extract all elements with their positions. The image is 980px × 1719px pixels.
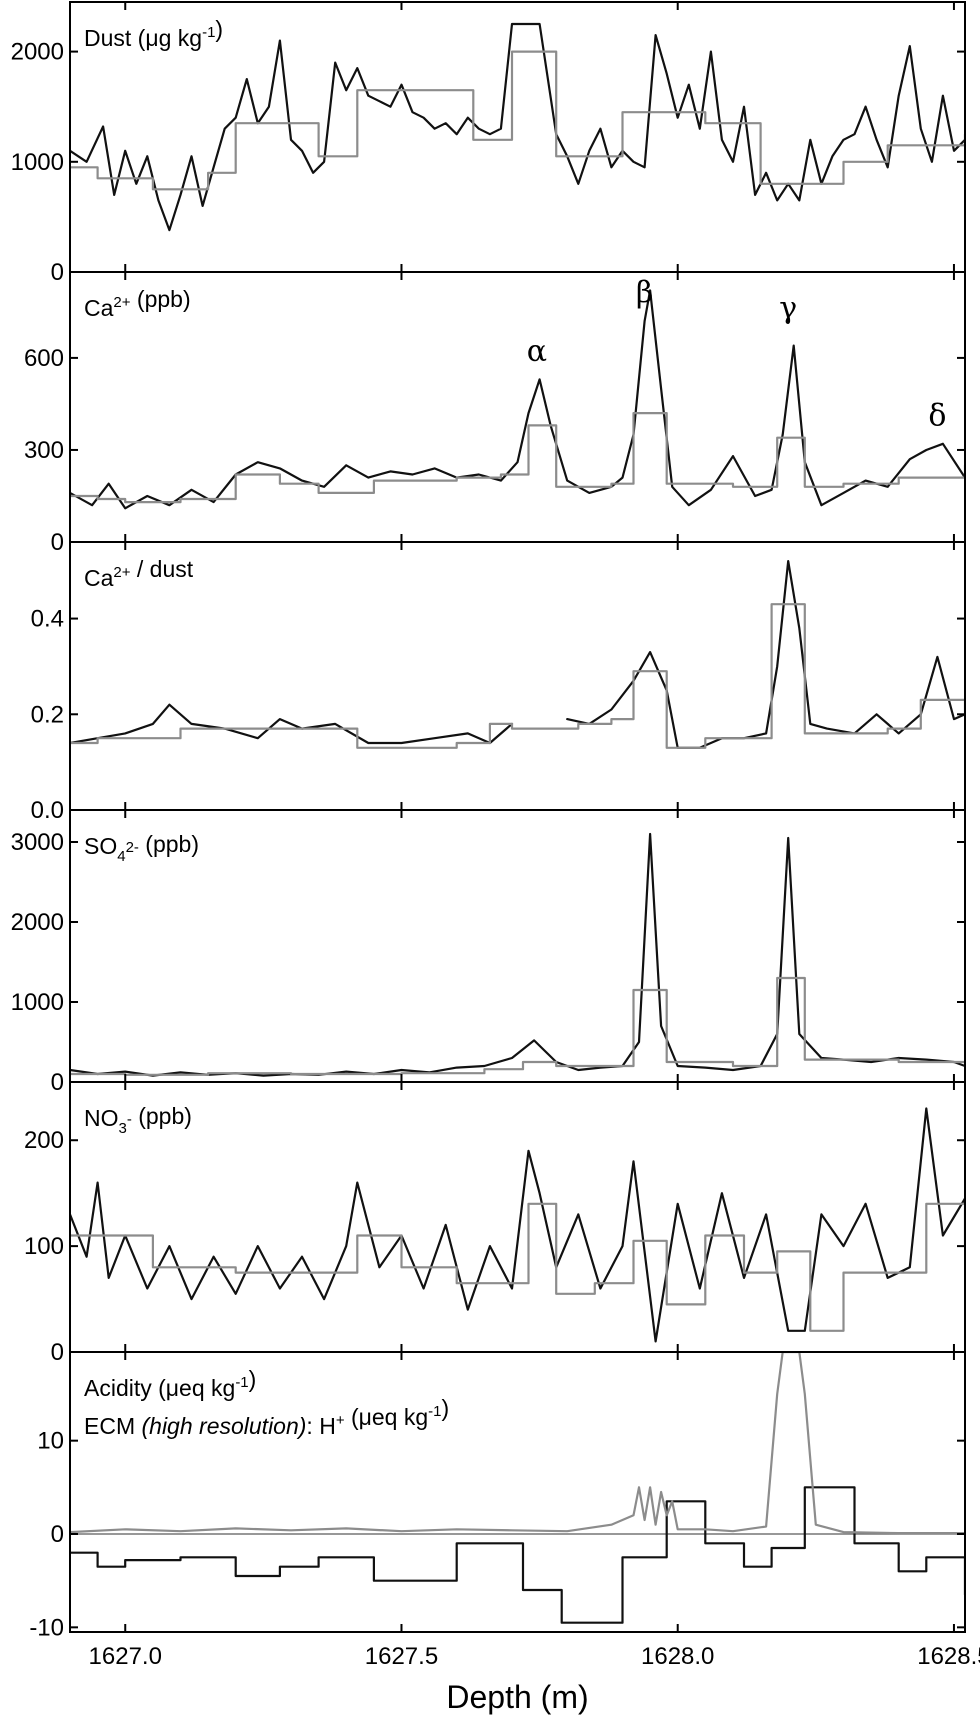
panel-label2-acidity-part-2: : H (306, 1413, 335, 1439)
panel-label-so4-part-3: (ppb) (139, 831, 199, 857)
panel-label2-acidity: ECM (high resolution): H+ (μeq kg-1) (84, 1395, 449, 1439)
panel-label2-acidity-part-6: ) (442, 1395, 450, 1421)
series-no3-1 (70, 1202, 965, 1332)
panel-label-acidity: Acidity (μeq kg-1) (84, 1366, 256, 1401)
ytick-label-acidity-0: -10 (29, 1614, 64, 1641)
ytick-label-so4-2: 2000 (11, 909, 64, 936)
panel-label2-acidity-part-4: (μeq kg (345, 1404, 429, 1430)
panel-label-dust-part-0: Dust (μg kg (84, 25, 202, 51)
ytick-label-ratio-1: 0.2 (31, 701, 64, 728)
panel-label-ratio: Ca2+ / dust (84, 556, 194, 591)
series-dust-0 (70, 22, 965, 232)
panel-label-so4-part-0: SO (84, 833, 117, 859)
ytick-label-no3-2: 200 (24, 1127, 64, 1154)
xtick-label-3: 1628.5 (917, 1643, 980, 1670)
panel-label-ca: Ca2+ (ppb) (84, 286, 191, 321)
frame-so4 (69, 809, 966, 1083)
panel-label-ratio-part-1: 2+ (113, 564, 130, 581)
panel-label-ratio-part-0: Ca (84, 565, 114, 591)
panel-dust: 0 1000 2000 Dust (μg kg-1) (11, 1, 966, 286)
ytick-label-so4-0: 0 (51, 1069, 64, 1096)
ytick-label-ratio-0: 0.0 (31, 797, 64, 824)
ytick-label-acidity-1: 0 (51, 1521, 64, 1548)
frame-ca (69, 271, 966, 543)
panel-label-so4-part-2: 2- (126, 839, 139, 856)
ytick-label-dust-0: 0 (51, 259, 64, 286)
frame-acidity (69, 1351, 966, 1633)
ytick-label-ca-2: 600 (24, 345, 64, 372)
panel-label-no3-part-2: - (127, 1111, 132, 1128)
ytick-label-so4-1: 1000 (11, 989, 64, 1016)
ytick-label-no3-0: 0 (51, 1339, 64, 1366)
peak-label-3: δ (928, 398, 946, 433)
panel-label2-acidity-part-5: -1 (428, 1403, 441, 1420)
series-ca-0 (70, 289, 965, 510)
x-axis: 1627.0 1627.5 1628.0 1628.5 Depth (m) (89, 1643, 980, 1715)
panel-label-acidity-part-2: ) (249, 1366, 257, 1392)
ytick-label-dust-2: 2000 (11, 39, 64, 66)
panel-no3: 0 100 200 NO3- (ppb) (24, 1081, 966, 1366)
panel-label-dust: Dust (μg kg-1) (84, 16, 223, 51)
series-ratio-1 (566, 560, 965, 749)
ytick-label-no3-1: 100 (24, 1233, 64, 1260)
panel-ca: 0 300 600 Ca2+ (ppb) α β γ δ (24, 271, 966, 556)
frame-ratio (69, 541, 966, 811)
ytick-label-ca-0: 0 (51, 529, 64, 556)
xtick-label-0: 1627.0 (89, 1643, 162, 1670)
peak-label-2: γ (779, 291, 797, 326)
series-acidity-1 (70, 1352, 965, 1535)
panel-label-no3-part-1: 3 (119, 1120, 127, 1137)
panel-label-no3-part-0: NO (84, 1105, 119, 1131)
ytick-label-so4-3: 3000 (11, 829, 64, 856)
series-so4-1 (70, 976, 965, 1076)
panel-label-dust-part-1: -1 (202, 24, 215, 41)
panel-label-acidity-part-1: -1 (235, 1374, 248, 1391)
panel-label-no3-part-3: (ppb) (132, 1103, 192, 1129)
series-ratio-0 (70, 703, 514, 745)
ytick-label-acidity-2: 10 (37, 1428, 64, 1455)
panel-label-no3: NO3- (ppb) (84, 1103, 192, 1137)
ytick-label-ca-1: 300 (24, 437, 64, 464)
panel-label-ca-part-0: Ca (84, 295, 114, 321)
xtick-label-2: 1628.0 (641, 1643, 714, 1670)
panel-label-so4: SO42- (ppb) (84, 831, 199, 865)
panel-label2-acidity-part-3: + (336, 1412, 345, 1429)
panel-label-ca-part-1: 2+ (113, 294, 130, 311)
peak-label-1: β (636, 276, 653, 311)
ytick-label-dust-1: 1000 (11, 149, 64, 176)
xtick-label-1: 1627.5 (365, 1643, 438, 1670)
series-group-so4 (70, 832, 965, 1077)
panel-label2-acidity-part-1: (high resolution) (142, 1413, 307, 1439)
panel-so4: 0 1000 2000 3000 SO42- (ppb) (11, 809, 966, 1096)
peak-label-0: α (527, 334, 547, 369)
series-group-ca (70, 289, 965, 510)
series-ratio-2 (70, 603, 965, 749)
series-group-dust (70, 22, 965, 232)
panel-label-ca-part-2: (ppb) (131, 286, 191, 312)
frame-no3 (69, 1081, 966, 1353)
series-acidity-0 (70, 1486, 965, 1624)
series-no3-0 (70, 1107, 965, 1343)
panel-label-ratio-part-2: / dust (131, 556, 194, 582)
panel-ratio: 0.0 0.2 0.4 Ca2+ / dust (31, 541, 966, 824)
panel-label-dust-part-2: ) (215, 16, 223, 42)
series-group-acidity (70, 1352, 965, 1624)
ytick-label-ratio-2: 0.4 (31, 606, 64, 633)
panel-label2-acidity-part-0: ECM (84, 1413, 142, 1439)
panel-label-acidity-part-0: Acidity (μeq kg (84, 1375, 235, 1401)
x-axis-label: Depth (m) (446, 1679, 588, 1715)
series-so4-0 (70, 832, 965, 1077)
series-group-ratio (70, 560, 965, 749)
panel-label-so4-part-1: 4 (117, 848, 125, 865)
series-ca-1 (70, 412, 965, 504)
series-dust-1 (70, 50, 965, 191)
series-group-no3 (70, 1107, 965, 1343)
frame-dust (69, 1, 966, 273)
